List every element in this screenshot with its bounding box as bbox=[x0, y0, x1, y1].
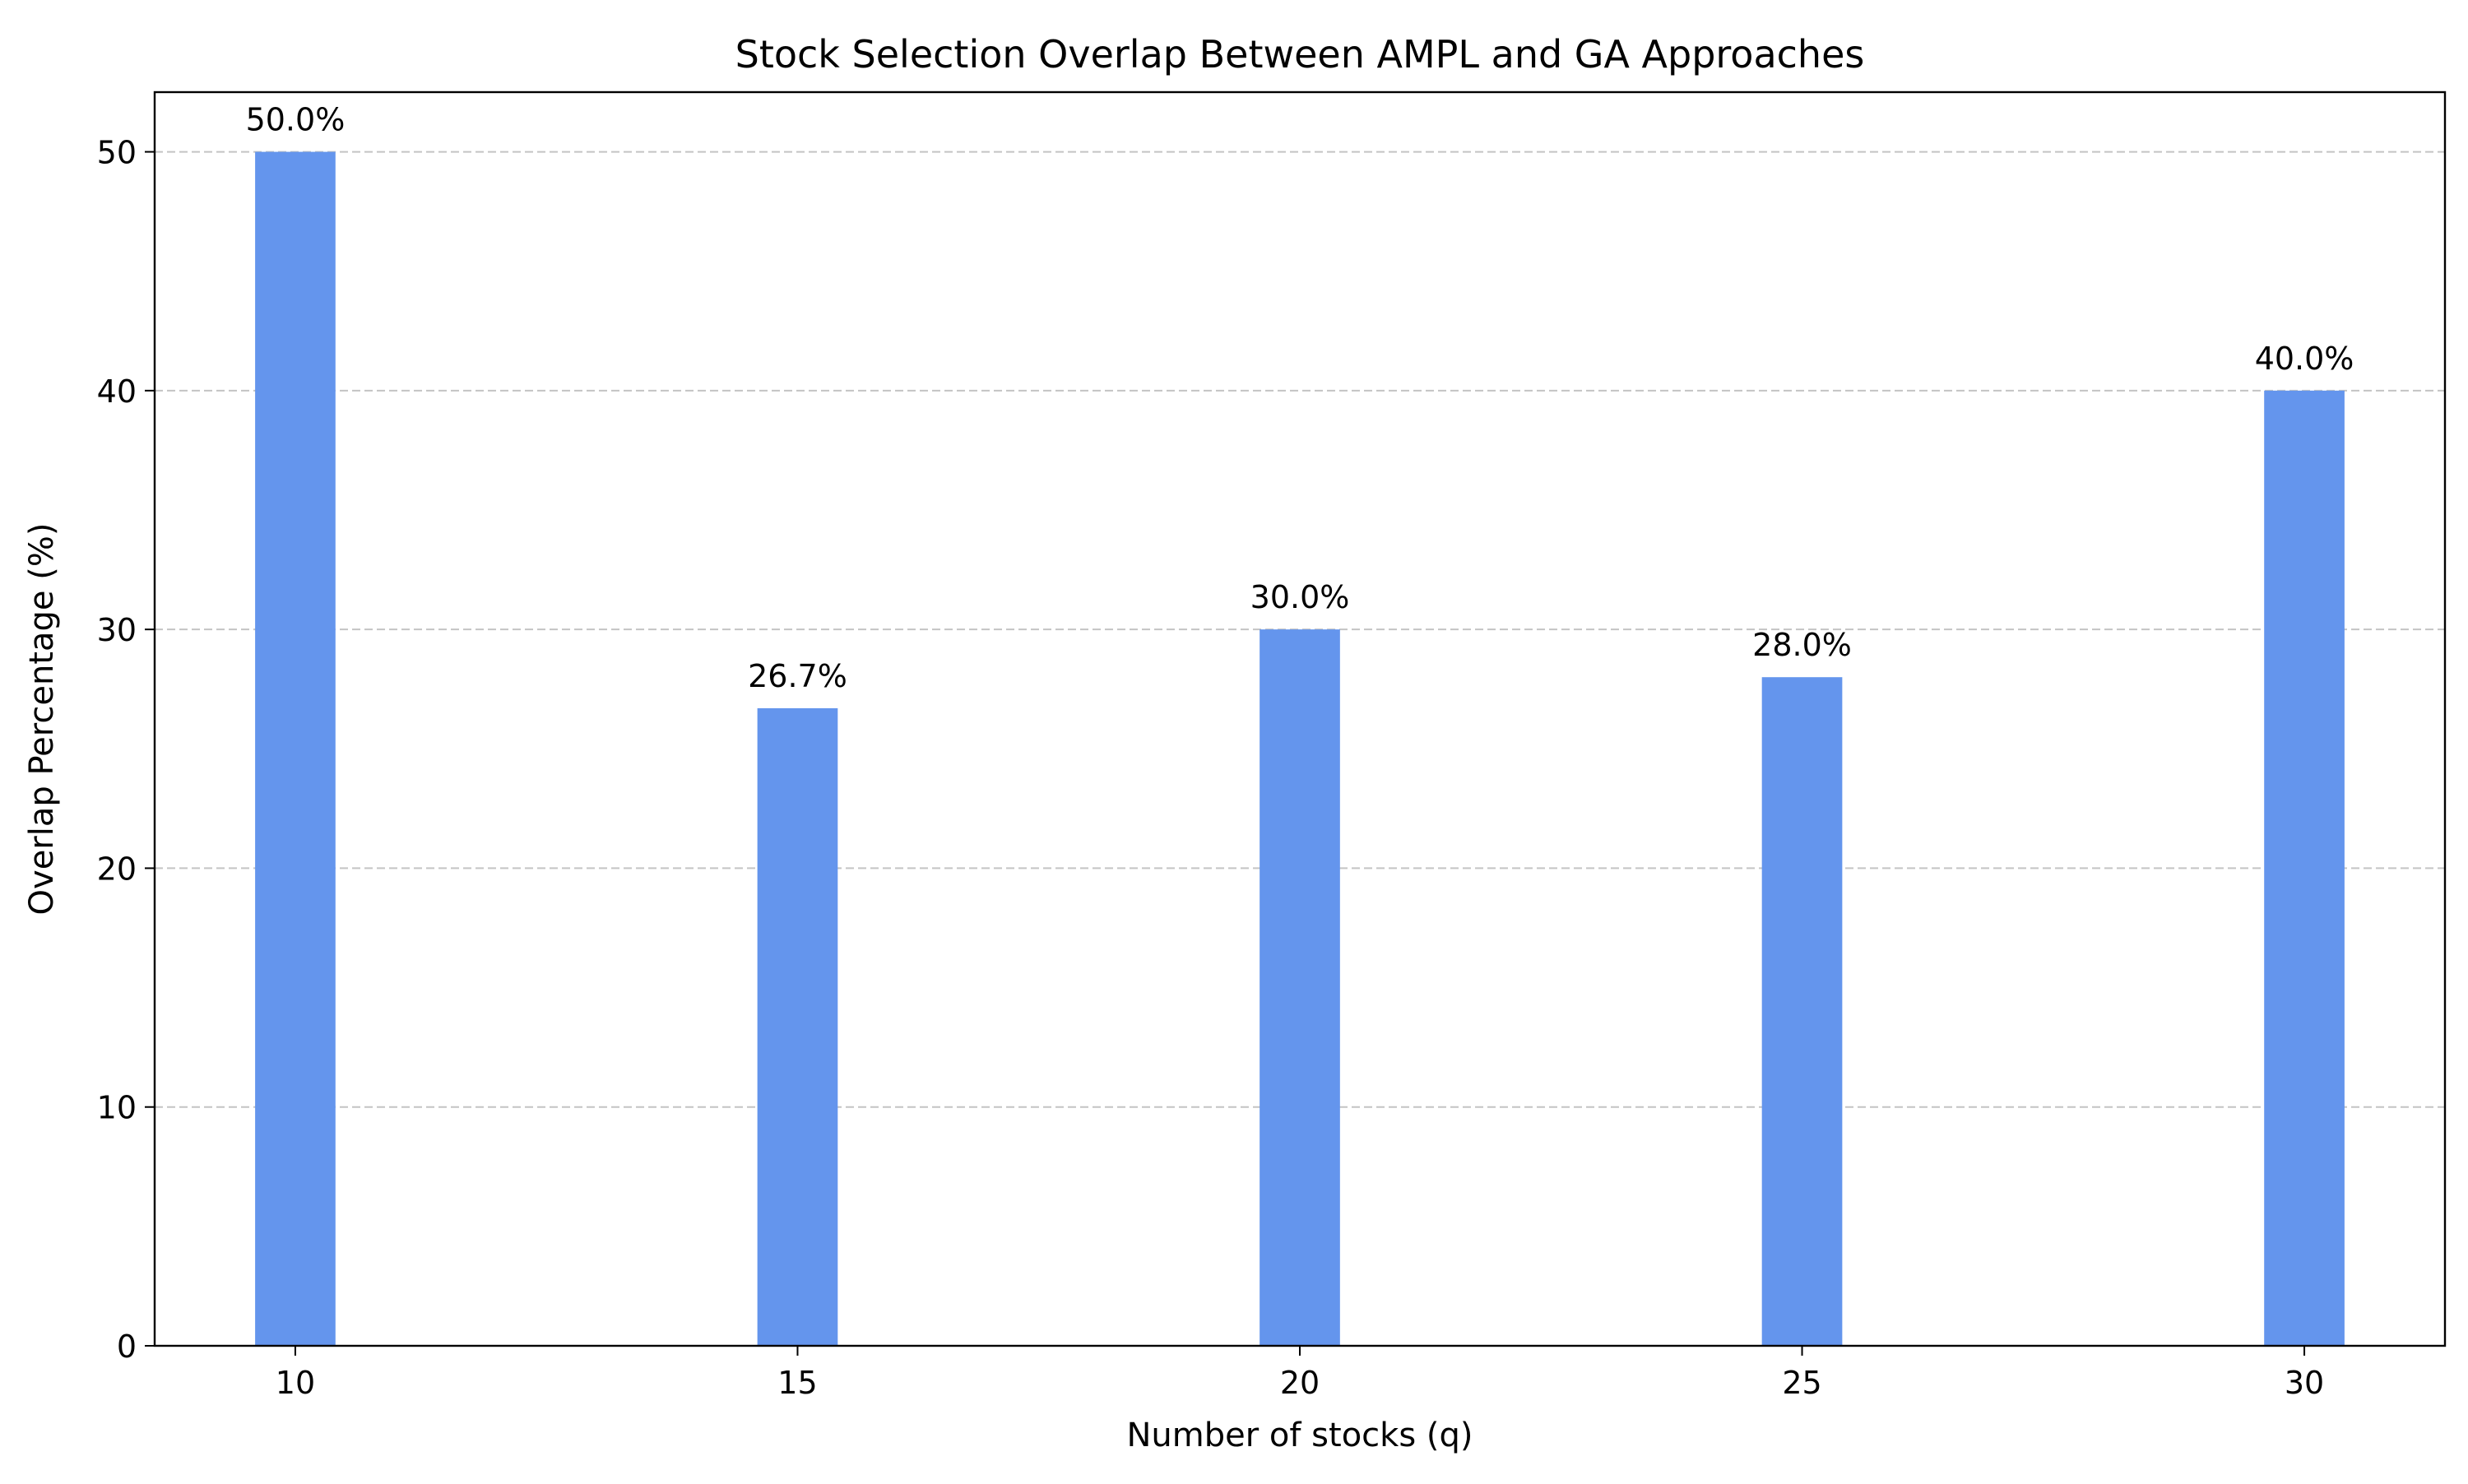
y-axis-label: Overlap Percentage (%) bbox=[23, 523, 61, 916]
y-tick-label: 40 bbox=[97, 373, 137, 410]
x-tick-label: 30 bbox=[2285, 1365, 2324, 1401]
data-label-20: 30.0% bbox=[1250, 579, 1350, 615]
y-tick-label: 0 bbox=[117, 1329, 137, 1365]
x-tick-label: 10 bbox=[276, 1365, 315, 1401]
y-tick-label: 20 bbox=[97, 851, 137, 887]
y-tick-layer: 0 10 20 30 40 50 bbox=[97, 135, 155, 1365]
x-tick-label: 20 bbox=[1280, 1365, 1320, 1401]
chart-title: Stock Selection Overlap Between AMPL and… bbox=[735, 32, 1865, 77]
y-tick-label: 10 bbox=[97, 1090, 137, 1126]
grid-layer bbox=[155, 151, 2445, 1108]
x-axis-label: Number of stocks (q) bbox=[1127, 1417, 1473, 1454]
bar-20 bbox=[1260, 629, 1340, 1346]
bar-30 bbox=[2264, 390, 2345, 1346]
bar-15 bbox=[757, 707, 838, 1346]
bar-layer bbox=[255, 151, 2345, 1347]
x-tick-label: 25 bbox=[1782, 1365, 1821, 1401]
x-tick-label: 15 bbox=[777, 1365, 817, 1401]
data-label-25: 28.0% bbox=[1752, 627, 1852, 663]
data-label-15: 26.7% bbox=[748, 658, 847, 694]
y-tick-label: 50 bbox=[97, 135, 137, 171]
bar-10 bbox=[255, 151, 336, 1347]
bar-25 bbox=[1761, 677, 1843, 1346]
data-label-10: 50.0% bbox=[246, 102, 346, 138]
x-tick-layer: 10 15 20 25 30 bbox=[276, 1346, 2324, 1401]
y-tick-label: 30 bbox=[97, 612, 137, 648]
data-label-30: 40.0% bbox=[2255, 341, 2354, 377]
data-label-layer: 50.0% 26.7% 30.0% 28.0% 40.0% bbox=[246, 102, 2354, 694]
